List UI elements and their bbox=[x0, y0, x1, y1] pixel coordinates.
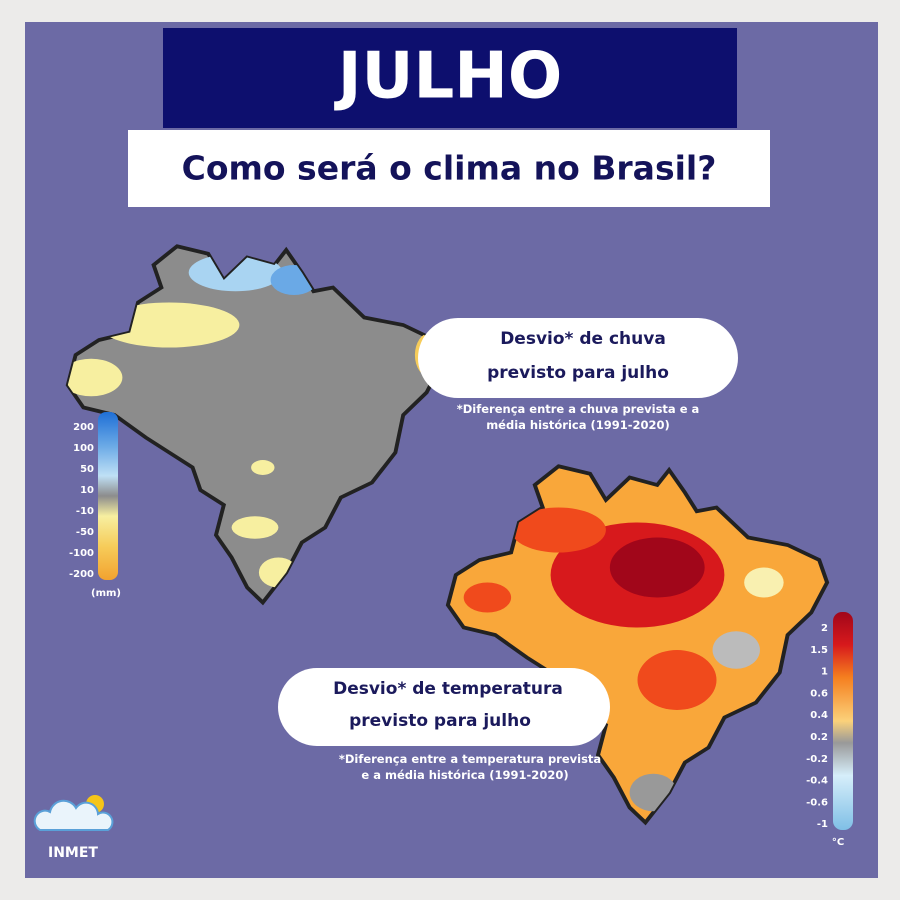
subtitle: Como será o clima no Brasil? bbox=[182, 149, 717, 188]
legend-label: -200 bbox=[69, 569, 94, 580]
legend-label: 0.6 bbox=[810, 688, 828, 699]
legend-label: 50 bbox=[80, 464, 94, 475]
rain-legend-bar bbox=[98, 412, 118, 580]
title-box bbox=[163, 28, 737, 128]
legend-label: 1 bbox=[821, 667, 828, 678]
rain-legend: 200 100 50 10 -10 -50 -100 -200 (mm) bbox=[69, 422, 121, 599]
rain-title: Desvio* de chuva bbox=[500, 329, 666, 349]
temperature-bubble bbox=[278, 668, 610, 746]
legend-label: 0.2 bbox=[810, 732, 828, 743]
logo-text: INMET bbox=[48, 845, 98, 861]
rain-bubble bbox=[418, 318, 738, 398]
legend-label: -100 bbox=[69, 548, 94, 559]
legend-label: -1 bbox=[817, 819, 828, 830]
temperature-note: e a média histórica (1991-2020) bbox=[361, 768, 568, 782]
temperature-title: Desvio* de temperatura bbox=[333, 679, 563, 699]
legend-label: -50 bbox=[76, 527, 94, 538]
legend-label: -10 bbox=[76, 506, 94, 517]
temperature-legend-bar bbox=[833, 612, 853, 830]
legend-label: 200 bbox=[73, 422, 94, 433]
logo: INMET bbox=[33, 795, 114, 861]
legend-label: 2 bbox=[821, 623, 828, 634]
rain-note: *Diferença entre a chuva prevista e a bbox=[457, 402, 700, 416]
legend-label: 0.4 bbox=[810, 710, 828, 721]
legend-label: -0.6 bbox=[806, 797, 828, 808]
temperature-map bbox=[445, 464, 830, 825]
rain-subtitle: previsto para julho bbox=[487, 363, 669, 383]
legend-label: 10 bbox=[80, 485, 94, 496]
legend-unit: °C bbox=[832, 837, 844, 848]
temperature-subtitle: previsto para julho bbox=[349, 711, 531, 731]
title: JULHO bbox=[334, 40, 563, 114]
legend-label: -0.4 bbox=[806, 776, 828, 787]
legend-unit: (mm) bbox=[91, 588, 121, 599]
subtitle-box bbox=[128, 130, 770, 207]
temperature-legend: 2 1.5 1 0.6 0.4 0.2 -0.2 -0.4 -0.6 -1 °C bbox=[806, 623, 844, 848]
rain-note: média histórica (1991-2020) bbox=[486, 418, 670, 432]
temperature-note: *Diferença entre a temperatura prevista bbox=[339, 752, 601, 766]
legend-label: 100 bbox=[73, 443, 94, 454]
legend-label: 1.5 bbox=[810, 645, 828, 656]
legend-label: -0.2 bbox=[806, 754, 828, 765]
rain-map bbox=[65, 244, 445, 605]
